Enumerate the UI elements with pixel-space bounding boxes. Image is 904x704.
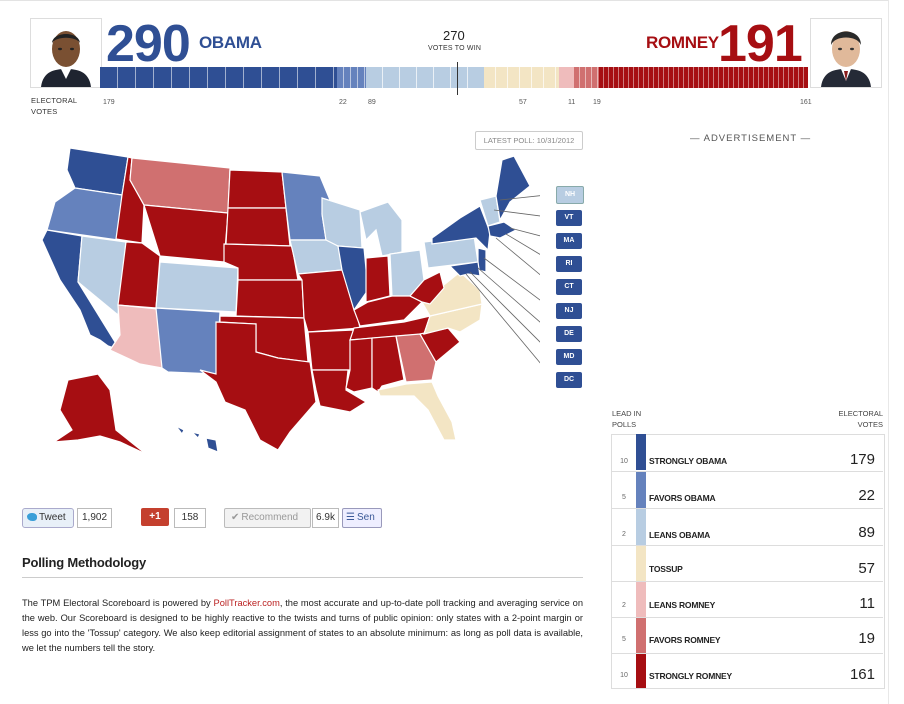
google-plus-count: 158 — [174, 508, 206, 528]
us-electoral-map — [41, 147, 540, 455]
tick-leans-obama: 89 — [368, 99, 376, 106]
google-plus-button[interactable]: +1 — [141, 508, 169, 526]
state-ma-ct-ri[interactable] — [487, 221, 518, 239]
state-la[interactable] — [311, 369, 368, 413]
state-ga[interactable] — [395, 333, 437, 383]
state-ia[interactable] — [289, 239, 343, 275]
state-nv[interactable] — [77, 235, 127, 317]
bar-favors-obama — [337, 67, 366, 88]
obama-name: OBAMA — [199, 33, 262, 52]
state-vt-nh[interactable] — [479, 195, 501, 227]
state-ms[interactable] — [345, 337, 373, 393]
state-il[interactable] — [337, 245, 369, 312]
bar-favors-romney — [574, 67, 599, 88]
romney-photo — [810, 18, 882, 88]
state-me[interactable] — [495, 155, 531, 222]
swatch-favors-romney — [636, 618, 646, 653]
state-ak[interactable] — [53, 373, 147, 455]
swatch-favors-obama — [636, 472, 646, 508]
legend-row-leans-obama: 2 LEANS OBAMA 89 — [611, 508, 883, 545]
bar-tossup — [484, 67, 559, 88]
state-md-de[interactable] — [448, 261, 481, 277]
swatch-strongly-romney — [636, 654, 646, 688]
tick-strongly-romney: 161 — [800, 99, 812, 106]
legend-row-favors-romney: 5 FAVORS ROMNEY 19 — [611, 617, 883, 653]
legend-table — [611, 434, 885, 689]
state-button-ma[interactable]: MA — [556, 233, 582, 249]
state-fl[interactable] — [377, 381, 457, 441]
tick-favors-romney: 19 — [593, 99, 601, 106]
electoral-bar — [100, 67, 808, 88]
state-in[interactable] — [365, 255, 391, 303]
state-wv[interactable] — [409, 271, 445, 305]
state-hi[interactable] — [175, 425, 219, 453]
swatch-strongly-obama — [636, 434, 646, 470]
polltracker-link[interactable]: PollTracker.com — [213, 598, 280, 608]
swatch-tossup — [636, 546, 646, 581]
state-button-ct[interactable]: CT — [556, 279, 582, 295]
legend-row-leans-romney: 2 LEANS ROMNEY 11 — [611, 581, 883, 617]
obama-electoral-count: 290 — [106, 15, 191, 73]
state-button-md[interactable]: MD — [556, 349, 582, 365]
recommend-button[interactable]: ✔ Recommend — [224, 508, 311, 528]
lead-in-polls-header: LEAD IN POLLS — [612, 409, 642, 429]
state-tx[interactable] — [199, 321, 317, 451]
latest-poll-button[interactable]: LATEST POLL: 10/31/2012 — [475, 131, 583, 150]
state-nd[interactable] — [227, 169, 287, 209]
bar-leans-romney — [559, 67, 574, 88]
methodology-text: The TPM Electoral Scoreboard is powered … — [22, 598, 583, 653]
tweet-button[interactable]: Tweet — [22, 508, 74, 528]
methodology-title: Polling Methodology — [22, 555, 147, 570]
state-button-vt[interactable]: VT — [556, 210, 582, 226]
legend-row-favors-obama: 5 FAVORS OBAMA 22 — [611, 471, 883, 508]
state-co[interactable] — [155, 261, 239, 313]
bar-leans-obama — [366, 67, 484, 88]
state-button-dc[interactable]: DC — [556, 372, 582, 388]
win-threshold-line — [457, 62, 458, 95]
state-ut[interactable] — [117, 241, 161, 309]
legend-row-strongly-obama: 10 STRONGLY OBAMA 179 — [611, 434, 883, 470]
romney-name: ROMNEY — [646, 33, 719, 52]
top-divider — [0, 0, 888, 1]
advertisement-label: — ADVERTISEMENT — — [690, 133, 812, 144]
state-ks[interactable] — [235, 279, 305, 319]
bar-strongly-obama — [100, 67, 337, 88]
electoral-votes-header: ELECTORAL VOTES — [838, 409, 883, 429]
state-button-nj[interactable]: NJ — [556, 303, 582, 319]
electoral-votes-label: ELECTORAL VOTES — [31, 96, 78, 116]
obama-photo — [30, 18, 102, 88]
twitter-bird-icon — [27, 513, 37, 522]
state-wi[interactable] — [321, 197, 363, 249]
state-nm[interactable] — [155, 307, 221, 375]
send-button[interactable]: ☰ Sen — [342, 508, 382, 528]
state-ar[interactable] — [307, 329, 355, 371]
tweet-count: 1,902 — [77, 508, 112, 528]
right-divider — [888, 0, 889, 704]
state-sd[interactable] — [225, 207, 291, 247]
state-mi[interactable] — [359, 201, 403, 257]
recommend-count: 6.9k — [312, 508, 339, 528]
tick-strongly-obama: 179 — [103, 99, 115, 106]
legend-row-tossup: TOSSUP 57 — [611, 545, 883, 581]
romney-electoral-count: 191 — [718, 15, 803, 73]
check-icon: ✔ — [231, 512, 240, 523]
state-button-nh[interactable]: NH — [556, 186, 584, 204]
send-icon: ☰ — [346, 512, 355, 523]
votes-to-win-label: VOTES TO WIN — [428, 45, 482, 52]
swatch-leans-romney — [636, 582, 646, 617]
state-button-ri[interactable]: RI — [556, 256, 582, 272]
state-ny[interactable] — [431, 205, 491, 252]
tick-leans-romney: 11 — [568, 99, 576, 106]
swatch-leans-obama — [636, 509, 646, 545]
state-button-de[interactable]: DE — [556, 326, 582, 342]
tick-favors-obama: 22 — [339, 99, 347, 106]
votes-to-win-count: 270 — [443, 28, 465, 43]
tick-tossup: 57 — [519, 99, 527, 106]
methodology-divider — [22, 577, 583, 578]
legend-row-strongly-romney: 10 STRONGLY ROMNEY 161 — [611, 653, 883, 688]
bar-strongly-romney — [599, 67, 808, 88]
